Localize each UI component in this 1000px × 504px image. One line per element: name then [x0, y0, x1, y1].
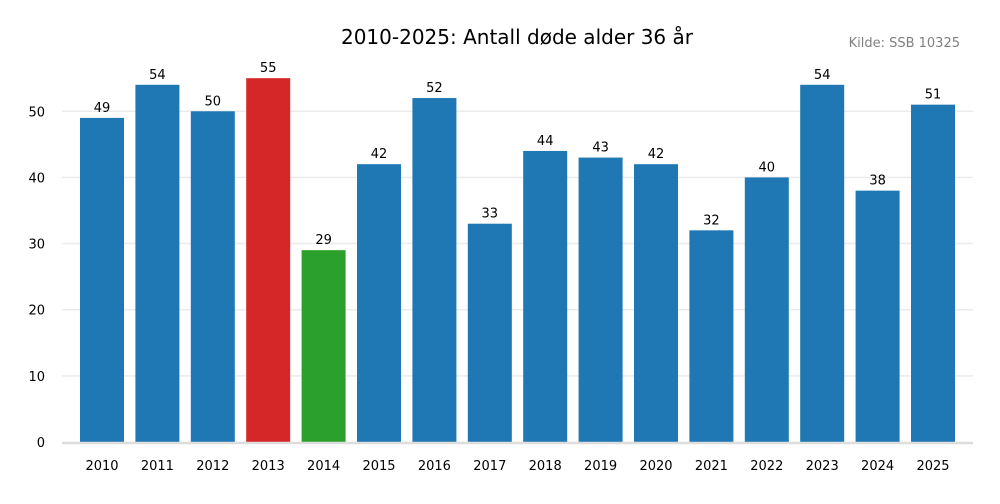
- data-label: 33: [482, 207, 499, 222]
- bar-2023: [800, 84, 845, 443]
- source-label: Kilde: SSB 10325: [849, 36, 960, 51]
- x-tick-label: 2017: [473, 459, 506, 474]
- data-label: 52: [426, 81, 443, 96]
- bar-2025: [911, 104, 955, 442]
- bar-2014: [301, 250, 346, 442]
- x-tick-label: 2015: [362, 459, 395, 474]
- bar-2012: [190, 111, 235, 442]
- bar-2011: [135, 84, 180, 443]
- x-tick-label: 2018: [529, 459, 562, 474]
- data-label: 42: [648, 147, 665, 162]
- bar-2024: [855, 190, 900, 442]
- data-label: 44: [537, 134, 554, 149]
- data-label: 40: [759, 160, 776, 175]
- y-tick-label: 40: [28, 171, 45, 186]
- data-label: 49: [94, 101, 111, 116]
- data-label: 43: [592, 141, 609, 156]
- y-tick-label: 10: [28, 370, 45, 385]
- data-label: 42: [371, 147, 388, 162]
- bar-2017: [467, 223, 512, 442]
- x-tick-label: 2011: [141, 459, 174, 474]
- data-label: 55: [260, 61, 277, 76]
- x-tick-label: 2024: [861, 459, 894, 474]
- x-tick-label: 2010: [85, 459, 118, 474]
- data-label: 38: [869, 174, 886, 189]
- y-tick-label: 50: [28, 105, 45, 120]
- chart-title: 2010-2025: Antall døde alder 36 år: [341, 25, 694, 49]
- y-tick-label: 20: [28, 304, 45, 319]
- data-label: 50: [205, 94, 222, 109]
- data-label: 54: [149, 68, 166, 83]
- bar-2019: [578, 157, 623, 443]
- bar-2022: [744, 177, 789, 442]
- x-tick-label: 2016: [418, 459, 451, 474]
- x-tick-label: 2014: [307, 459, 340, 474]
- bar-2013: [246, 78, 291, 442]
- bar-2016: [412, 98, 457, 442]
- bar-2015: [357, 164, 401, 442]
- x-tick-label: 2023: [806, 459, 839, 474]
- y-tick-label: 30: [28, 238, 45, 253]
- data-label: 51: [925, 88, 942, 103]
- bar-2020: [634, 164, 678, 442]
- data-label: 32: [703, 213, 720, 228]
- x-tick-label: 2019: [584, 459, 617, 474]
- x-tick-label: 2013: [252, 459, 285, 474]
- x-tick-label: 2025: [916, 459, 949, 474]
- bar-2010: [80, 117, 124, 442]
- x-tick-label: 2020: [639, 459, 672, 474]
- data-label: 29: [315, 233, 332, 248]
- x-tick-label: 2022: [750, 459, 783, 474]
- y-tick-label: 0: [37, 436, 45, 451]
- x-tick-label: 2012: [196, 459, 229, 474]
- data-label: 54: [814, 68, 831, 83]
- bar-2018: [523, 150, 568, 442]
- x-tick-label: 2021: [695, 459, 728, 474]
- bar-2021: [689, 230, 734, 442]
